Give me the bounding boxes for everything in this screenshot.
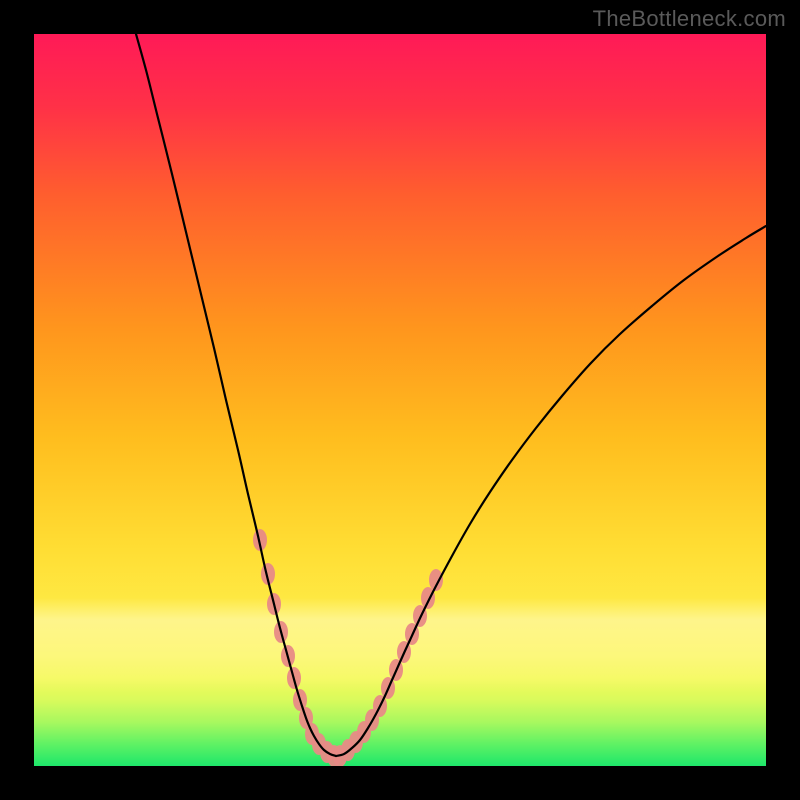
markers-group <box>253 529 443 766</box>
watermark-text: TheBottleneck.com <box>593 6 786 32</box>
chart-svg <box>34 34 766 766</box>
curve-left <box>136 34 336 756</box>
plot-area <box>34 34 766 766</box>
